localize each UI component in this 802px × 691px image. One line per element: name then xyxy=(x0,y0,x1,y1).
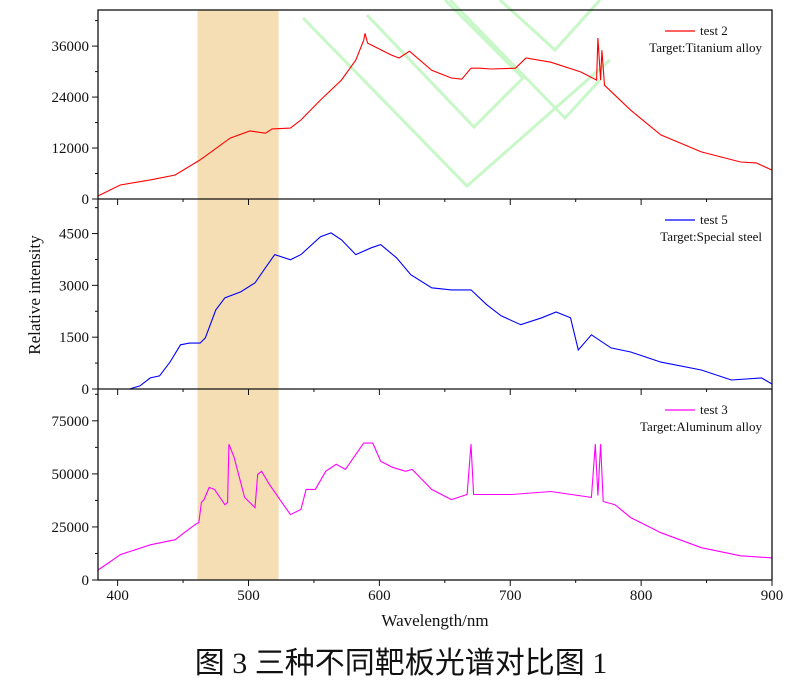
x-tick-label: 800 xyxy=(630,588,653,604)
highlight-band xyxy=(197,10,279,580)
y-tick-label: 24000 xyxy=(52,90,90,106)
x-tick-label: 900 xyxy=(761,588,784,604)
legend-label: test 2 xyxy=(700,23,728,38)
series-line-test-5 xyxy=(98,232,773,390)
y-tick-label: 3000 xyxy=(59,278,89,294)
legend-label: test 3 xyxy=(700,402,728,417)
y-tick-label: 4500 xyxy=(59,227,89,243)
series-line-test-3 xyxy=(97,442,773,571)
y-axis-label: Relative intensity xyxy=(25,235,44,355)
y-tick-label: 0 xyxy=(82,382,90,398)
legend-label: test 5 xyxy=(700,212,728,227)
legend-note: Target:Titanium alloy xyxy=(649,40,762,55)
y-tick-label: 0 xyxy=(82,192,90,208)
y-tick-label: 12000 xyxy=(52,141,90,157)
spectra-chart: 0 12000 24000 36000 test 2 Target:Titanium al… xyxy=(25,0,784,630)
y-tick-label: 1500 xyxy=(59,330,89,346)
series-line-test-2 xyxy=(97,33,773,197)
y-tick-label: 36000 xyxy=(52,39,90,55)
x-axis-label: Wavelength/nm xyxy=(381,611,488,630)
x-tick-label: 400 xyxy=(106,588,129,604)
legend-note: Target:Aluminum alloy xyxy=(640,419,762,434)
x-tick-label: 600 xyxy=(368,588,391,604)
y-tick-label: 50000 xyxy=(52,467,90,483)
legend-note: Target:Special steel xyxy=(660,229,762,244)
figure-caption: 图 3 三种不同靶板光谱对比图 1 xyxy=(194,647,608,680)
y-tick-label: 0 xyxy=(82,573,90,589)
y-tick-label: 25000 xyxy=(52,520,90,536)
plot-frame xyxy=(97,9,773,581)
watermark xyxy=(301,0,611,189)
x-tick-label: 700 xyxy=(499,588,522,604)
y-tick-label: 75000 xyxy=(52,414,90,430)
x-tick-label: 500 xyxy=(237,588,260,604)
